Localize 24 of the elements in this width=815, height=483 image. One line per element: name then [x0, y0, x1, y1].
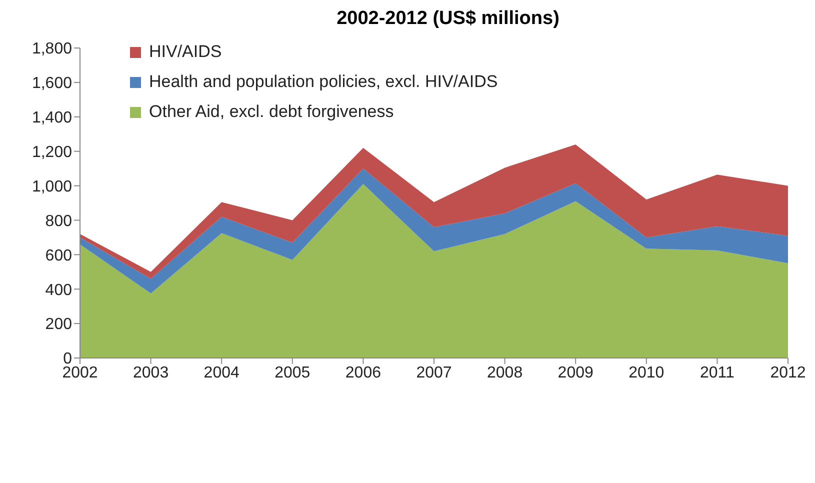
x-tick-label: 2010: [628, 364, 664, 382]
y-tick-label: 1,600: [32, 75, 72, 92]
y-tick-label: 800: [45, 212, 72, 230]
x-tick-label: 2005: [274, 364, 310, 382]
legend-label: Other Aid, excl. debt forgiveness: [149, 102, 394, 122]
y-tick-label: 1,000: [32, 178, 72, 196]
x-tick-label: 2012: [770, 364, 806, 382]
x-tick-label: 2004: [204, 364, 240, 382]
y-tick-label: 1,800: [32, 40, 72, 58]
x-tick-label: 2003: [133, 364, 169, 382]
x-tick-label: 2006: [345, 364, 382, 382]
x-tick-label: 2007: [416, 364, 452, 382]
y-tick-label: 400: [45, 282, 72, 299]
y-tick-label: 1,400: [32, 110, 72, 127]
legend-label: Health and population policies, excl. HIV/AIDS: [149, 72, 498, 92]
y-tick-label: 1,200: [32, 144, 72, 162]
legend-label: HIV/AIDS: [149, 42, 222, 62]
y-tick-label: 200: [45, 316, 72, 334]
x-tick-label: 2002: [62, 364, 98, 382]
x-tick-label: 2011: [700, 364, 735, 382]
chart-title: 2002-2012 (US$ millions): [336, 8, 560, 31]
x-tick-label: 2008: [487, 364, 523, 382]
y-tick-label: 600: [45, 247, 72, 264]
x-tick-label: 2009: [558, 364, 594, 382]
